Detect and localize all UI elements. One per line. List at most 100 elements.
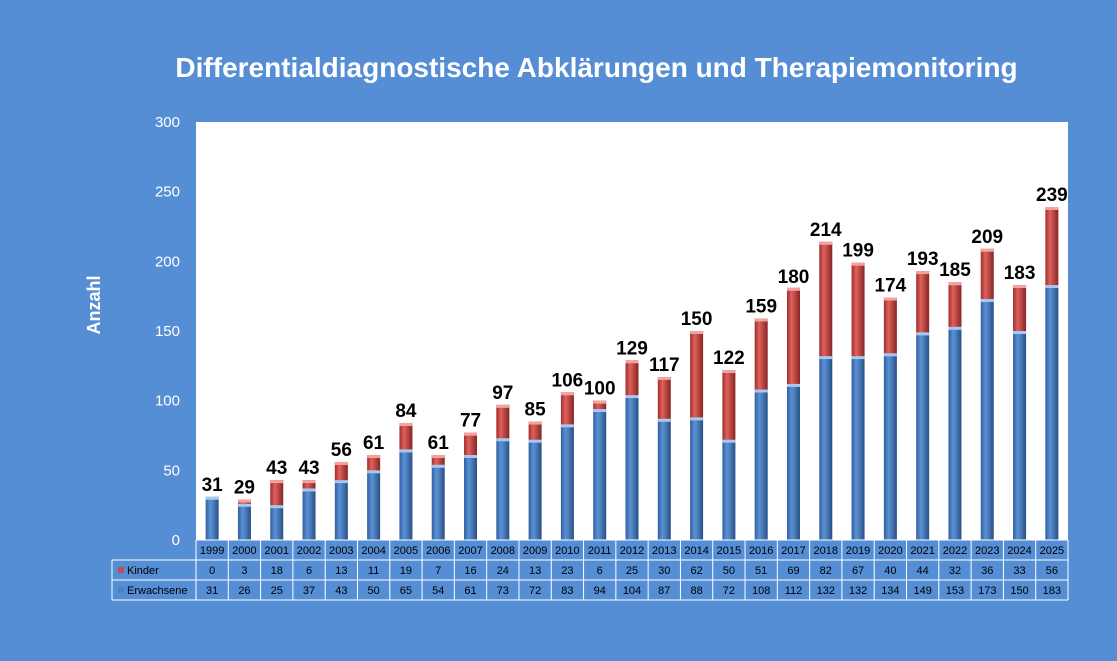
- x-tick-label: 2012: [620, 545, 644, 557]
- table-cell: 30: [658, 565, 670, 577]
- bar-kinder-cap: [1045, 206, 1059, 210]
- bar-erwachsene-cap: [367, 470, 381, 474]
- bar-erwachsene-cap: [593, 409, 607, 413]
- x-tick-label: 2013: [652, 545, 676, 557]
- bar-kinder-cap: [399, 422, 413, 426]
- total-label: 106: [552, 370, 584, 391]
- total-label: 85: [525, 400, 547, 421]
- bar-kinder: [1045, 206, 1059, 286]
- bar-kinder-cap: [270, 480, 284, 484]
- bar-erwachsene: [399, 449, 413, 540]
- table-cell: 65: [400, 585, 412, 597]
- table-cell: 32: [949, 565, 961, 577]
- bar-kinder: [786, 287, 800, 384]
- bar-kinder: [851, 262, 865, 357]
- bar-kinder-cap: [980, 248, 994, 252]
- total-label: 61: [428, 433, 450, 454]
- bar-kinder: [334, 461, 348, 481]
- total-label: 61: [363, 433, 385, 454]
- bar-kinder: [916, 271, 930, 333]
- bar-erwachsene: [980, 298, 994, 540]
- total-label: 43: [298, 458, 319, 479]
- bar-kinder-cap: [334, 461, 348, 465]
- bar-kinder-cap: [593, 400, 607, 404]
- bar-erwachsene-cap: [270, 505, 284, 509]
- table-cell: 50: [368, 585, 380, 597]
- bar-kinder-cap: [625, 360, 639, 364]
- total-label: 31: [202, 475, 224, 496]
- bar-erwachsene-cap: [690, 417, 704, 421]
- x-tick-label: 2000: [232, 545, 256, 557]
- x-tick-label: 2001: [264, 545, 288, 557]
- table-cell: 153: [946, 585, 964, 597]
- bar-kinder-cap: [754, 318, 768, 322]
- bar-erwachsene-cap: [786, 383, 800, 387]
- x-tick-label: 1999: [200, 545, 224, 557]
- x-tick-label: 2008: [491, 545, 515, 557]
- table-cell: 40: [884, 565, 896, 577]
- bar-kinder: [302, 480, 316, 489]
- table-cell: 7: [435, 565, 441, 577]
- legend-label: Kinder: [127, 565, 159, 577]
- x-tick-label: 2024: [1007, 545, 1031, 557]
- bar-erwachsene-cap: [625, 395, 639, 399]
- bar-kinder: [948, 282, 962, 327]
- bar-erwachsene-cap: [722, 439, 736, 443]
- bar-kinder-cap: [786, 287, 800, 291]
- bar-kinder-cap: [1013, 285, 1027, 289]
- x-tick-label: 2009: [523, 545, 547, 557]
- x-tick-label: 2018: [814, 545, 838, 557]
- table-cell: 72: [723, 585, 735, 597]
- bar-erwachsene: [1013, 331, 1027, 540]
- y-tick-label: 300: [155, 114, 180, 131]
- table-cell: 13: [335, 565, 347, 577]
- bar-erwachsene: [464, 455, 478, 540]
- bar-kinder: [399, 422, 413, 450]
- x-tick-label: 2020: [878, 545, 902, 557]
- total-label: 56: [331, 440, 352, 461]
- bar-erwachsene-cap: [237, 503, 251, 507]
- bar-kinder-cap: [948, 282, 962, 286]
- bar-erwachsene: [948, 326, 962, 540]
- total-label: 239: [1036, 185, 1068, 206]
- x-tick-label: 2025: [1040, 545, 1064, 557]
- table-cell: 149: [913, 585, 931, 597]
- bar-kinder-cap: [464, 432, 478, 436]
- bar-erwachsene-cap: [819, 356, 833, 360]
- table-cell: 25: [271, 585, 283, 597]
- bar-erwachsene-cap: [754, 389, 768, 393]
- bar-kinder: [1013, 285, 1027, 331]
- total-label: 29: [234, 478, 255, 499]
- table-cell: 134: [881, 585, 899, 597]
- bar-erwachsene: [431, 464, 445, 540]
- bar-erwachsene: [625, 395, 639, 540]
- bar-kinder: [980, 248, 994, 299]
- bar-kinder-cap: [302, 480, 316, 484]
- bar-erwachsene: [334, 480, 348, 540]
- bar-erwachsene: [560, 424, 574, 540]
- y-axis-label: Anzahl: [84, 275, 104, 334]
- bar-erwachsene: [593, 409, 607, 540]
- bar-erwachsene: [237, 503, 251, 540]
- table-cell: 19: [400, 565, 412, 577]
- table-cell: 104: [623, 585, 641, 597]
- y-tick-label: 100: [155, 393, 180, 410]
- table-cell: 56: [1046, 565, 1058, 577]
- bar-kinder-cap: [431, 455, 445, 459]
- table-cell: 3: [241, 565, 247, 577]
- table-cell: 108: [752, 585, 770, 597]
- bar-kinder-cap: [883, 297, 897, 301]
- table-cell: 18: [271, 565, 283, 577]
- bar-erwachsene-cap: [1045, 285, 1059, 289]
- table-cell: 23: [561, 565, 573, 577]
- bar-erwachsene-cap: [851, 356, 865, 360]
- x-tick-label: 2019: [846, 545, 870, 557]
- bar-kinder: [560, 392, 574, 425]
- x-tick-label: 2011: [588, 545, 612, 557]
- bar-erwachsene: [916, 332, 930, 540]
- total-label: 150: [681, 309, 713, 330]
- x-tick-label: 2005: [394, 545, 418, 557]
- bar-erwachsene: [496, 438, 510, 540]
- bar-erwachsene: [786, 383, 800, 540]
- bar-kinder-cap: [722, 370, 736, 374]
